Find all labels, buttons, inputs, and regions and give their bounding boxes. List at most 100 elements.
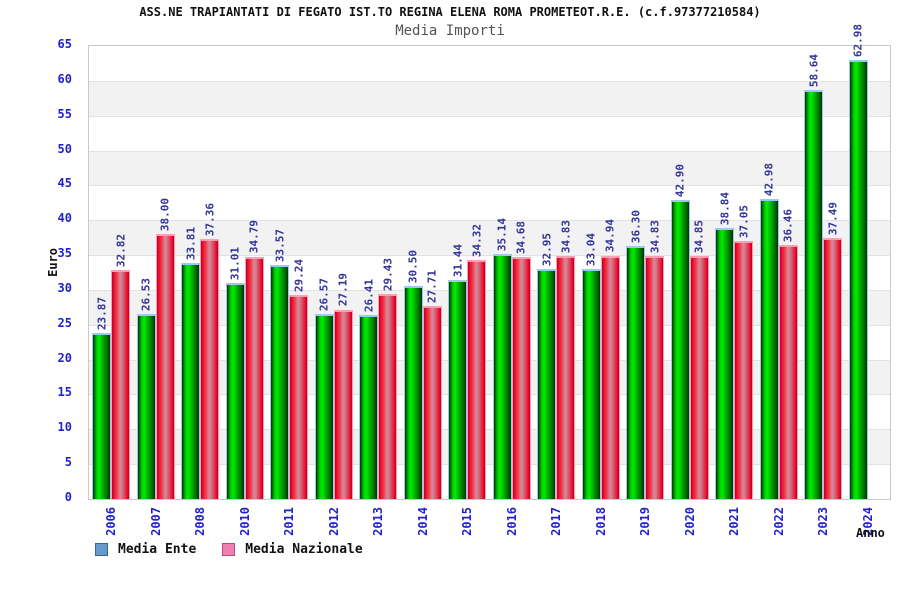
bar-slot: 26.53 <box>136 278 156 499</box>
bar-slot: 32.95 <box>537 233 557 499</box>
bar-media-nazionale <box>734 240 754 499</box>
bar-slot: 42.98 <box>759 163 779 499</box>
year-group-2011: 33.57 29.24 2011 <box>267 46 312 536</box>
bar-slot: 38.84 <box>715 192 735 499</box>
bar-slot: 33.81 <box>181 227 201 499</box>
grid-band <box>89 185 890 220</box>
bar-slot: 33.57 <box>270 229 290 499</box>
bar-value-label: 35.14 <box>495 217 509 252</box>
bar-value-label: 30.50 <box>406 250 420 284</box>
year-group-2013: 26.41 29.43 2013 <box>356 46 401 536</box>
year-group-2023: 58.64 37.49 2023 <box>801 46 846 536</box>
bar-media-nazionale <box>155 234 175 499</box>
y-axis-title: Euro <box>46 248 60 277</box>
year-group-2006: 23.87 32.82 2006 <box>89 46 134 536</box>
bar-slot: 27.19 <box>333 273 353 499</box>
x-tick-label: 2016 <box>504 507 519 536</box>
y-tick-label: 50 <box>57 141 72 156</box>
bar-value-label: 33.81 <box>184 227 198 261</box>
bar-media-ente <box>626 246 646 499</box>
x-tick-label: 2014 <box>415 507 430 536</box>
bar-slot: 30.50 <box>403 250 423 499</box>
bar-media-nazionale <box>200 238 220 499</box>
bar-media-nazionale <box>689 256 709 499</box>
legend-swatch-media-nazionale <box>222 543 236 556</box>
bar-media-ente <box>359 314 379 499</box>
legend-label-media-ente: Media Ente <box>118 542 197 557</box>
bar-slot: 36.30 <box>626 210 646 499</box>
bar-slot: 33.04 <box>581 233 601 499</box>
bar-value-label: 34.83 <box>559 220 573 254</box>
x-tick-label: 2023 <box>816 507 831 536</box>
x-axis-title: Anno <box>856 526 885 540</box>
grid-band <box>89 255 890 290</box>
y-tick-label: 30 <box>57 280 72 295</box>
x-tick-label: 2012 <box>326 507 341 536</box>
y-tick-label: 60 <box>57 71 72 86</box>
bar-value-label: 26.57 <box>317 277 331 311</box>
bar-media-ente <box>403 286 423 499</box>
bar-media-ente <box>670 200 690 499</box>
legend-swatch-media-ente <box>95 543 108 556</box>
bar-value-label: 27.71 <box>425 269 439 303</box>
y-tick-label: 5 <box>64 455 72 470</box>
legend-label-media-nazionale: Media Nazionale <box>245 542 363 557</box>
bar-media-ente <box>492 254 512 499</box>
bar-slot: 38.00 <box>155 198 175 499</box>
bar-slot: 58.64 <box>804 54 824 499</box>
year-group-2012: 26.57 27.19 2012 <box>312 46 357 536</box>
x-tick-label: 2022 <box>771 507 786 536</box>
year-group-2007: 26.53 38.00 2007 <box>134 46 179 536</box>
x-tick-label: 2015 <box>460 507 475 536</box>
bar-slot: 26.41 <box>359 279 379 499</box>
grid-band <box>89 359 890 395</box>
bar-media-ente <box>848 60 868 499</box>
x-tick-label: 2019 <box>638 507 653 536</box>
x-tick-label: 2010 <box>237 507 252 536</box>
bar-value-label: 34.94 <box>603 219 617 253</box>
y-tick-label: 20 <box>57 350 72 365</box>
bar-media-ente <box>136 314 156 499</box>
chart-title: ASS.NE TRAPIANTATI DI FEGATO IST.TO REGI… <box>139 5 761 19</box>
year-group-2017: 32.95 34.83 2017 <box>534 46 579 536</box>
bar-media-nazionale <box>823 237 843 499</box>
bar-media-nazionale <box>111 270 131 499</box>
bar-value-label: 26.53 <box>139 277 153 312</box>
bar-slot: 26.57 <box>314 278 334 499</box>
chart-subtitle: Media Importi <box>395 23 505 39</box>
bar-media-ente <box>759 199 779 499</box>
bars-layer: 23.87 32.82 2006 26.53 38.00 2007 33.81 37.36 20… <box>89 24 890 536</box>
grid-band <box>89 324 890 360</box>
bar-slot: 34.94 <box>600 219 620 499</box>
grid-band <box>89 150 890 186</box>
plot-area: 23.87 32.82 2006 26.53 38.00 2007 33.81 37.36 20… <box>88 24 891 536</box>
bar-value-label: 34.32 <box>470 223 484 257</box>
bar-value-label: 33.57 <box>273 228 287 263</box>
x-tick-label: 2008 <box>193 507 208 536</box>
y-tick-label: 45 <box>57 176 72 191</box>
bar-media-nazionale <box>467 259 487 499</box>
bar-slot: 42.90 <box>670 164 690 499</box>
bar-value-label: 34.83 <box>648 220 662 254</box>
year-group-2018: 33.04 34.94 2018 <box>579 46 624 536</box>
bar-value-label: 36.30 <box>629 209 643 244</box>
bar-value-label: 34.85 <box>692 220 706 254</box>
bar-media-ente <box>314 313 334 499</box>
year-group-2022: 42.98 36.46 2022 <box>757 46 802 536</box>
bar-slot: 23.87 <box>92 297 112 499</box>
bar-value-label: 31.44 <box>451 243 465 277</box>
bar-value-label: 31.01 <box>228 246 242 280</box>
bar-value-label: 38.84 <box>718 192 732 226</box>
bar-media-ente <box>181 263 201 499</box>
grid-band <box>89 289 890 325</box>
y-tick-label: 15 <box>57 385 72 400</box>
bar-slot: 37.05 <box>734 205 754 499</box>
bar-slot: 27.71 <box>422 270 442 499</box>
bar-slot: 31.01 <box>225 247 245 499</box>
grid-band <box>89 220 890 256</box>
legend-item-media-nazionale: Media Nazionale <box>222 542 363 557</box>
bar-slot: 29.24 <box>289 259 309 499</box>
bar-value-label: 26.41 <box>362 278 376 312</box>
bar-value-label: 37.36 <box>203 202 217 236</box>
